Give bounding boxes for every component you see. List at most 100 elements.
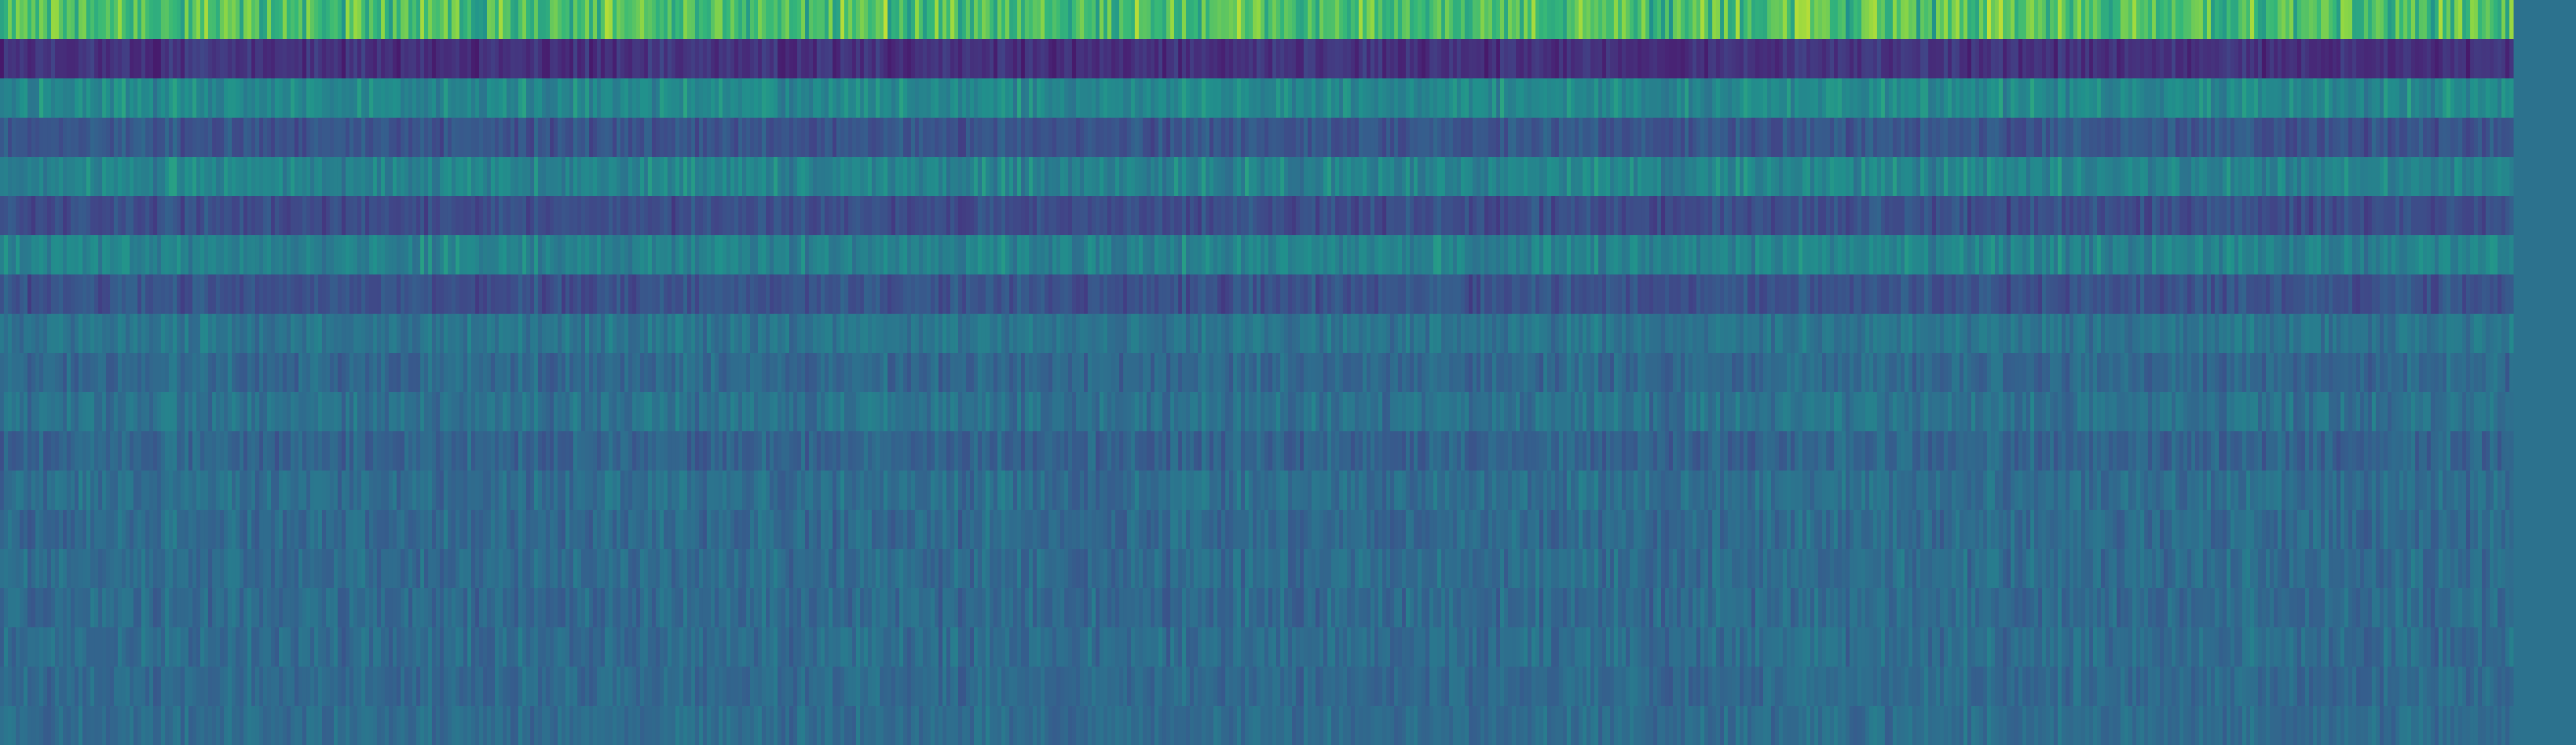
heatmap-cell bbox=[290, 78, 295, 118]
heatmap-cell bbox=[1759, 274, 1764, 314]
heatmap-cell bbox=[821, 196, 825, 236]
heatmap-cell bbox=[1032, 157, 1037, 197]
heatmap-cell bbox=[1236, 157, 1242, 197]
heatmap-cell bbox=[816, 274, 821, 314]
heatmap-cell bbox=[714, 235, 719, 275]
heatmap-cell bbox=[153, 39, 157, 79]
heatmap-cell bbox=[1134, 39, 1139, 79]
heatmap-cell bbox=[1657, 235, 1662, 275]
heatmap-cell bbox=[663, 196, 668, 236]
heatmap-cell bbox=[1236, 39, 1242, 79]
heatmap-cell bbox=[2195, 78, 2199, 118]
heatmap-cell bbox=[2450, 235, 2455, 275]
heatmap-cell bbox=[1889, 118, 1893, 157]
heatmap-cell bbox=[608, 39, 613, 79]
heatmap-cell bbox=[2187, 235, 2192, 275]
heatmap-cell bbox=[2305, 78, 2310, 118]
heatmap-cell bbox=[1524, 196, 1528, 236]
heatmap-cell bbox=[2481, 157, 2487, 197]
heatmap-cell bbox=[2434, 39, 2439, 79]
heatmap-cell bbox=[110, 235, 115, 275]
heatmap-cell bbox=[2257, 196, 2263, 236]
heatmap-cell bbox=[1712, 39, 1717, 79]
heatmap-cell bbox=[173, 274, 177, 314]
heatmap-cell bbox=[2077, 0, 2082, 40]
heatmap-cell bbox=[2438, 78, 2443, 118]
heatmap-cell bbox=[2066, 235, 2070, 275]
heatmap-cell bbox=[1579, 235, 1583, 275]
heatmap-cell bbox=[1264, 78, 1269, 118]
heatmap-cell bbox=[1802, 157, 1807, 197]
heatmap-cell bbox=[742, 274, 747, 314]
heatmap-cell bbox=[1394, 274, 1399, 314]
heatmap-cell bbox=[1374, 274, 1379, 314]
heatmap-cell bbox=[558, 0, 562, 40]
heatmap-cell bbox=[844, 78, 849, 118]
heatmap-cell bbox=[424, 78, 428, 118]
heatmap-cell bbox=[349, 196, 354, 236]
heatmap-cell bbox=[1080, 157, 1084, 197]
heatmap-cell bbox=[1999, 39, 2003, 79]
heatmap-cell bbox=[2140, 235, 2144, 275]
heatmap-cell bbox=[1987, 78, 1992, 118]
heatmap-cell bbox=[2376, 118, 2380, 157]
heatmap-cell bbox=[2160, 235, 2164, 275]
heatmap-cell bbox=[2387, 0, 2392, 40]
heatmap-cell bbox=[377, 157, 381, 197]
heatmap-cell bbox=[1963, 78, 1968, 118]
heatmap-cell bbox=[1775, 157, 1779, 197]
heatmap-cell bbox=[2332, 118, 2337, 157]
heatmap-cell bbox=[2234, 235, 2239, 275]
heatmap-cell bbox=[1614, 118, 1618, 157]
heatmap-cell bbox=[1649, 235, 1654, 275]
heatmap-cell bbox=[1720, 274, 1724, 314]
heatmap-cell bbox=[1951, 0, 1956, 40]
heatmap-cell bbox=[2336, 235, 2341, 275]
heatmap-cell bbox=[1571, 39, 1575, 79]
heatmap-cell bbox=[707, 274, 711, 314]
heatmap-cell bbox=[993, 118, 998, 157]
heatmap-cell bbox=[1064, 78, 1069, 118]
heatmap-cell bbox=[1437, 235, 1442, 275]
heatmap-cell bbox=[1610, 157, 1615, 197]
heatmap-cell bbox=[1087, 118, 1092, 157]
heatmap-cell bbox=[1657, 196, 1662, 236]
heatmap-cell bbox=[1547, 0, 1552, 40]
heatmap-cell bbox=[306, 0, 311, 40]
heatmap-cell bbox=[2022, 118, 2027, 157]
heatmap-cell bbox=[1009, 78, 1014, 118]
heatmap-cell bbox=[165, 78, 169, 118]
heatmap-cell bbox=[180, 118, 185, 157]
heatmap-cell bbox=[2218, 0, 2223, 40]
heatmap-cell bbox=[663, 0, 668, 40]
heatmap-cell bbox=[1107, 0, 1112, 40]
heatmap-cell bbox=[2289, 157, 2294, 197]
heatmap-cell bbox=[2018, 0, 2023, 40]
heatmap-cell bbox=[660, 118, 664, 157]
heatmap-cell bbox=[290, 235, 295, 275]
heatmap-cell bbox=[1516, 78, 1520, 118]
heatmap-cell bbox=[1912, 39, 1917, 79]
heatmap-cell bbox=[514, 235, 519, 275]
heatmap-cell bbox=[593, 118, 597, 157]
heatmap-cell bbox=[1390, 118, 1394, 157]
heatmap-cell bbox=[200, 39, 205, 79]
heatmap-cell bbox=[2097, 78, 2102, 118]
heatmap-cell bbox=[196, 118, 201, 157]
heatmap-cell bbox=[679, 0, 684, 40]
heatmap-cell bbox=[2415, 196, 2420, 236]
heatmap-cell bbox=[1147, 157, 1151, 197]
heatmap-cell bbox=[1213, 274, 1218, 314]
heatmap-cell bbox=[1241, 235, 1245, 275]
heatmap-cell bbox=[1480, 196, 1485, 236]
heatmap-cell bbox=[1500, 196, 1505, 236]
heatmap-cell bbox=[1684, 235, 1689, 275]
heatmap-cell bbox=[2274, 39, 2278, 79]
heatmap-cell bbox=[829, 39, 833, 79]
heatmap-cell bbox=[302, 39, 307, 79]
heatmap-cell bbox=[357, 118, 362, 157]
heatmap-cell bbox=[1386, 118, 1391, 157]
heatmap-cell bbox=[2505, 0, 2510, 40]
heatmap-cell bbox=[1241, 274, 1245, 314]
heatmap-cell bbox=[714, 157, 719, 197]
